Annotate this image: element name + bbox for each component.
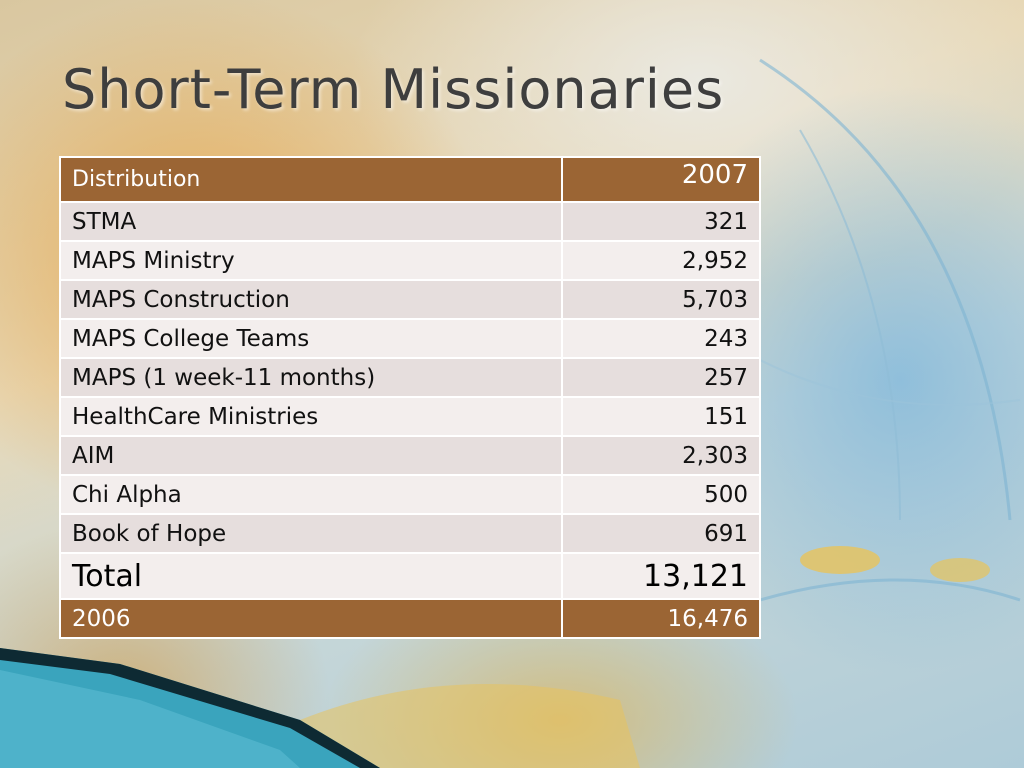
row-value: 2,303: [561, 435, 761, 476]
previous-year-row: 2006 16,476: [58, 598, 761, 639]
slide-title: Short-Term Missionaries: [62, 58, 725, 121]
row-label: Chi Alpha: [58, 474, 564, 515]
row-value: 500: [561, 474, 761, 515]
table-row: MAPS Construction 5,703: [58, 279, 761, 320]
header-year: 2007: [561, 156, 761, 203]
table-row: MAPS College Teams 243: [58, 318, 761, 359]
row-label: MAPS Construction: [58, 279, 564, 320]
row-value: 691: [561, 513, 761, 554]
row-value: 257: [561, 357, 761, 398]
row-value: 2,952: [561, 240, 761, 281]
row-value: 151: [561, 396, 761, 437]
table-row: MAPS Ministry 2,952: [58, 240, 761, 281]
row-value: 321: [561, 201, 761, 242]
header-distribution: Distribution: [58, 156, 564, 203]
table-header-row: Distribution 2007: [58, 156, 761, 203]
table-row: Book of Hope 691: [58, 513, 761, 554]
row-label: Book of Hope: [58, 513, 564, 554]
row-label: HealthCare Ministries: [58, 396, 564, 437]
corner-swoosh-decoration: [0, 648, 380, 768]
distribution-table: Distribution 2007 STMA 321 MAPS Ministry…: [58, 156, 761, 639]
row-label: MAPS Ministry: [58, 240, 564, 281]
row-value: 5,703: [561, 279, 761, 320]
previous-year-label: 2006: [58, 598, 564, 639]
table-row: AIM 2,303: [58, 435, 761, 476]
total-value: 13,121: [561, 552, 761, 600]
table-row: MAPS (1 week-11 months) 257: [58, 357, 761, 398]
table-row: STMA 321: [58, 201, 761, 242]
total-row: Total 13,121: [58, 552, 761, 600]
row-label: STMA: [58, 201, 564, 242]
total-label: Total: [58, 552, 564, 600]
table-row: HealthCare Ministries 151: [58, 396, 761, 437]
row-label: AIM: [58, 435, 564, 476]
row-value: 243: [561, 318, 761, 359]
previous-year-value: 16,476: [561, 598, 761, 639]
row-label: MAPS (1 week-11 months): [58, 357, 564, 398]
table-row: Chi Alpha 500: [58, 474, 761, 515]
row-label: MAPS College Teams: [58, 318, 564, 359]
